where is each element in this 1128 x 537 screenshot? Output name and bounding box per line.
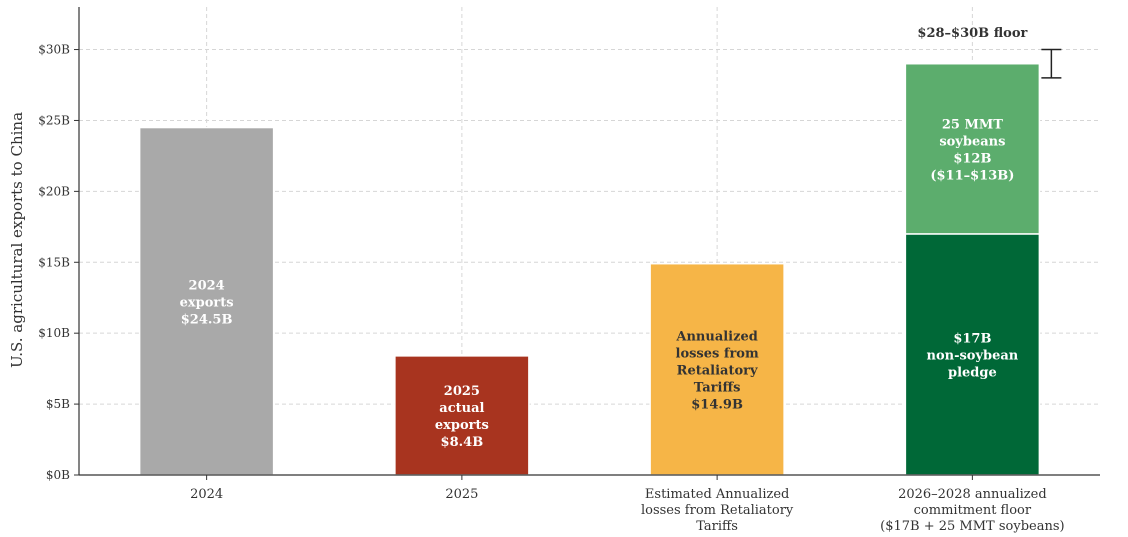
bar-value-label: Annualized losses from Retaliatory Tariffs $… (675, 329, 759, 412)
axes: $0B $5B $10B $15B $20B $25B $30B 2024 2025 Estima… (38, 7, 1100, 534)
bar-value-label: 2025 actual exports $8.4B (435, 384, 489, 450)
bar-segment (138, 126, 275, 476)
bar-value-label: 2024 exports $24.5B (180, 278, 234, 327)
bar-segment (904, 62, 1041, 235)
y-tick-label: $15B (38, 255, 70, 269)
y-axis-title: U.S. agricultural exports to China (8, 112, 26, 368)
y-tick-label: $20B (38, 184, 70, 198)
x-tick-label: 2025 (445, 487, 478, 502)
y-tick-label: $0B (46, 468, 70, 482)
x-tick-label: 2024 (190, 487, 223, 502)
bar-segment (904, 233, 1041, 476)
range-annotation-label: $28–$30B floor (917, 26, 1027, 41)
y-tick-label: $5B (46, 397, 70, 411)
x-tick-label: Estimated Annualized losses from Retaliat… (641, 487, 794, 534)
y-tick-label: $10B (38, 326, 70, 340)
y-tick-label: $30B (38, 43, 70, 57)
bar-value-label: 25 MMT soybeans $12B ($11–$13B) (930, 117, 1014, 183)
y-tick-label: $25B (38, 113, 70, 127)
range-annotation (1041, 48, 1062, 79)
x-tick-label: 2026–2028 annualized commitment floor ($17… (880, 487, 1064, 534)
bar-value-label: $17B non-soybean pledge (927, 331, 1019, 380)
bar-segment (649, 262, 785, 476)
bars: 2024 exports $24.5B 2025 actual exports $8.4B A… (138, 26, 1062, 476)
